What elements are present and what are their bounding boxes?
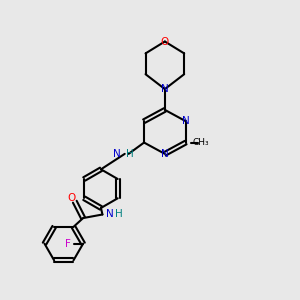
Text: H: H [115, 209, 123, 220]
Text: F: F [65, 238, 71, 249]
Text: N: N [182, 116, 190, 126]
Text: O: O [67, 193, 75, 202]
Text: CH₃: CH₃ [193, 138, 209, 147]
Text: N: N [161, 84, 169, 94]
Text: N: N [113, 149, 121, 159]
Text: N: N [106, 209, 114, 220]
Text: O: O [161, 37, 169, 46]
Text: H: H [126, 149, 134, 159]
Text: N: N [161, 149, 169, 159]
